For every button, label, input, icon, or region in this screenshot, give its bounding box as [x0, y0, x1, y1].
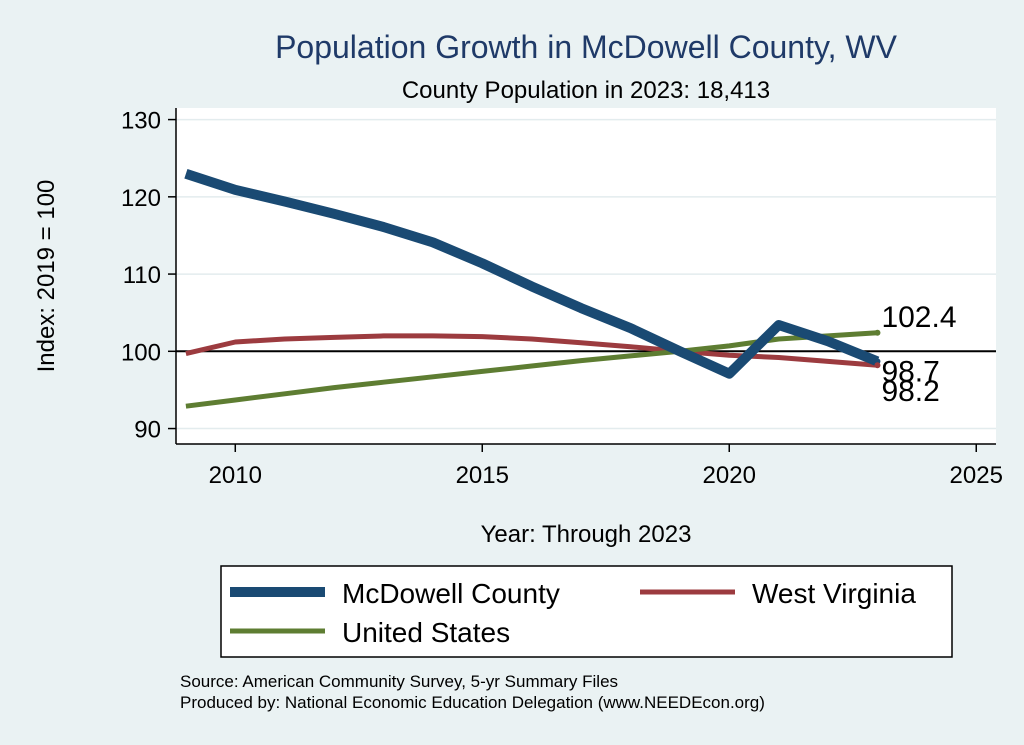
source-note: Source: American Community Survey, 5-yr …: [180, 672, 618, 691]
legend-label-2: United States: [342, 617, 510, 648]
x-tick-label-2020: 2020: [703, 462, 756, 489]
x-tick-label-2015: 2015: [456, 462, 509, 489]
x-tick-label-2010: 2010: [209, 462, 262, 489]
end-label-1: 98.2: [881, 375, 939, 408]
end-marker-2: [874, 329, 881, 336]
tick-labels: 90 100 110 120 130 2010 2015 2020 2025: [121, 108, 1003, 489]
end-labels: 98.798.2 102.4: [874, 301, 957, 408]
end-label-2: 102.4: [881, 301, 956, 334]
legend-label-0: McDowell County: [342, 578, 560, 609]
chart-subtitle: County Population in 2023: 18,413: [402, 77, 770, 104]
series-line-0: [184, 168, 880, 379]
axes: [168, 108, 996, 452]
y-tick-label-130: 130: [121, 108, 161, 135]
y-axis-title: Index: 2019 = 100: [33, 180, 60, 373]
y-tick-label-120: 120: [121, 185, 161, 212]
series-lines: [184, 168, 880, 409]
chart-title: Population Growth in McDowell County, WV: [275, 29, 898, 65]
series-line-1: [185, 333, 878, 368]
producer-note: Produced by: National Economic Education…: [180, 693, 765, 712]
y-tick-label-110: 110: [123, 262, 161, 289]
y-tick-label-100: 100: [121, 339, 161, 366]
x-axis-title: Year: Through 2023: [481, 521, 692, 548]
x-tick-label-2025: 2025: [950, 462, 1003, 489]
legend-box: [220, 565, 953, 658]
legend-label-1: West Virginia: [752, 578, 916, 609]
legend: McDowell County West Virginia United State…: [220, 565, 953, 658]
end-label-0: 98.7: [881, 355, 939, 388]
end-marker-1: [874, 362, 881, 369]
y-tick-label-90: 90: [134, 417, 161, 444]
